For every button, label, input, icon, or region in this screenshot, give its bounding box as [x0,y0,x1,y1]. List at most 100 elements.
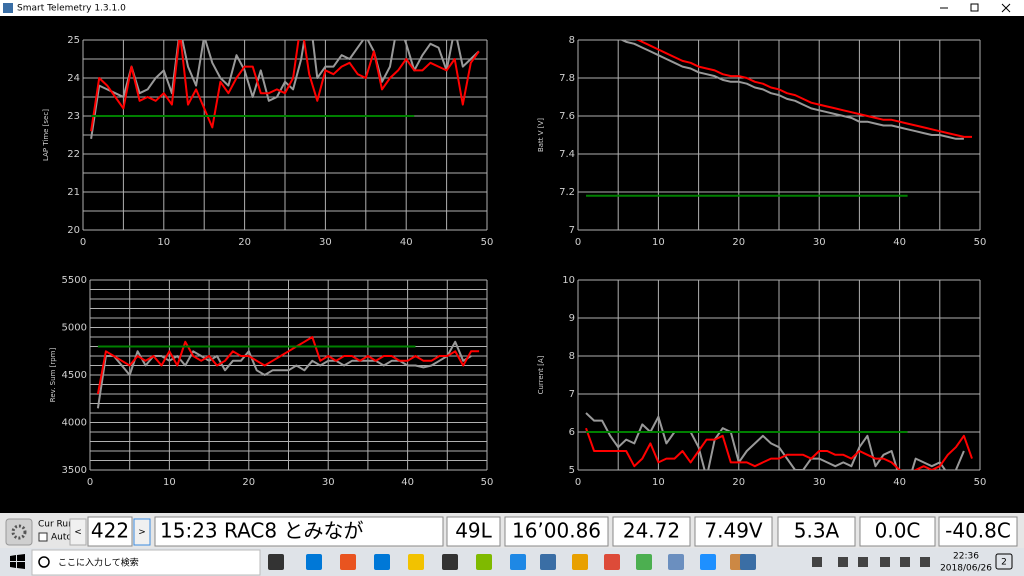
y-tick-label: 4000 [62,418,87,429]
value-text: 49L [455,519,492,543]
taskbar-app-icon [268,554,284,570]
value-box [859,516,936,547]
taskbar-app-icon [740,554,756,570]
app-icon [3,3,13,13]
chart: 0 10 20 30 40 50 20 21 22 23 24 25 LAP Time [sec] [42,35,494,248]
taskbar-app-icon [668,554,684,570]
taskbar-app-icon [340,554,356,570]
y-tick-label: 4500 [62,370,87,381]
notification-button[interactable] [995,553,1013,570]
x-tick-label: 10 [652,237,665,248]
prev-button[interactable] [69,518,87,546]
tray-icon [900,557,910,567]
y-tick-label: 5500 [62,275,87,286]
settings-button[interactable] [5,518,33,546]
maximize-button[interactable] [970,3,979,12]
x-tick-label: 10 [157,237,170,248]
x-tick-label: 30 [322,477,335,488]
x-tick-label: 40 [893,237,906,248]
tray-icon [838,557,848,567]
y-tick-label: 7 [569,225,575,236]
x-tick-label: 50 [974,477,987,488]
taskbar-app-icon [374,554,390,570]
value-text: -40.8C [945,519,1011,543]
data-line [90,40,480,132]
x-tick-label: 40 [893,477,906,488]
y-tick-label: 7.6 [559,111,575,122]
lap-box [87,516,133,547]
value-box [777,516,856,547]
value-text: 0.0C [875,519,921,543]
session-text: 15:23 RAC8 とみなが [160,519,363,543]
prev-label: < [74,528,82,538]
gear-icon [11,524,27,540]
taskbar-app-icon [510,554,526,570]
window-title: Smart Telemetry 1.3.1.0 [17,4,126,14]
x-tick-label: 40 [400,237,413,248]
chart: 0 10 20 30 40 50 5 6 7 8 9 10 Current [A] [537,275,986,488]
y-tick-label: 7.4 [559,149,575,160]
auto-checkbox[interactable] [38,532,48,542]
y-tick-label: 7.2 [559,187,575,198]
search-icon [38,556,50,568]
data-line [96,336,480,395]
clock-time: 22:36 [953,552,979,562]
x-tick-label: 20 [732,477,745,488]
tray-icon [880,557,890,567]
x-tick-label: 10 [652,477,665,488]
y-tick-label: 5 [569,465,575,476]
y-axis-label: Batt V [V] [537,118,545,152]
clock-date: 2018/06/26 [940,564,992,574]
value-box [694,516,773,547]
x-tick-label: 50 [481,477,494,488]
y-axis-label: Rev. Sum [rpm] [49,348,57,403]
value-text: 16’00.86 [512,519,601,543]
y-tick-label: 21 [67,187,80,198]
x-tick-label: 0 [80,237,86,248]
x-tick-label: 20 [732,237,745,248]
close-button[interactable] [1001,3,1011,13]
y-tick-label: 7 [569,389,575,400]
y-tick-label: 24 [67,73,80,84]
x-tick-label: 0 [575,477,581,488]
data-line [585,427,973,470]
taskbar-app-icon [306,554,322,570]
y-tick-label: 22 [67,149,80,160]
lap-number: 422 [91,519,129,543]
notification-count: 2 [1001,558,1007,568]
x-tick-label: 30 [813,477,826,488]
y-tick-label: 25 [67,35,80,46]
value-text: 7.49V [704,519,763,543]
taskbar-app-icon [572,554,588,570]
search-box[interactable] [31,549,261,576]
y-tick-label: 5000 [62,323,87,334]
y-axis-label: Current [A] [537,355,545,394]
taskbar-app-icon [408,554,424,570]
data-line [585,412,965,470]
y-tick-label: 3500 [62,465,87,476]
x-tick-label: 30 [319,237,332,248]
x-tick-label: 30 [813,237,826,248]
x-tick-label: 20 [238,237,251,248]
x-tick-label: 20 [242,477,255,488]
tray-icon [858,557,868,567]
y-tick-label: 6 [569,427,575,438]
taskbar-app-icon [540,554,556,570]
tray-icon [920,557,930,567]
session-box [154,516,444,547]
start-button[interactable] [10,554,25,569]
taskbar-app-icon [636,554,652,570]
value-box [612,516,691,547]
taskbar-app-icon [700,554,716,570]
next-button[interactable] [133,518,151,546]
taskbar-app-icon [604,554,620,570]
y-axis-label: LAP Time [sec] [42,109,50,161]
x-tick-label: 50 [481,237,494,248]
x-tick-label: 50 [974,237,987,248]
taskbar-app-icon [442,554,458,570]
x-tick-label: 0 [87,477,93,488]
chart: 0 10 20 30 40 50 7 7.2 7.4 7.6 7.8 8 Batt V [V] [537,35,987,248]
y-tick-label: 10 [562,275,575,286]
value-text: 5.3A [794,519,840,543]
